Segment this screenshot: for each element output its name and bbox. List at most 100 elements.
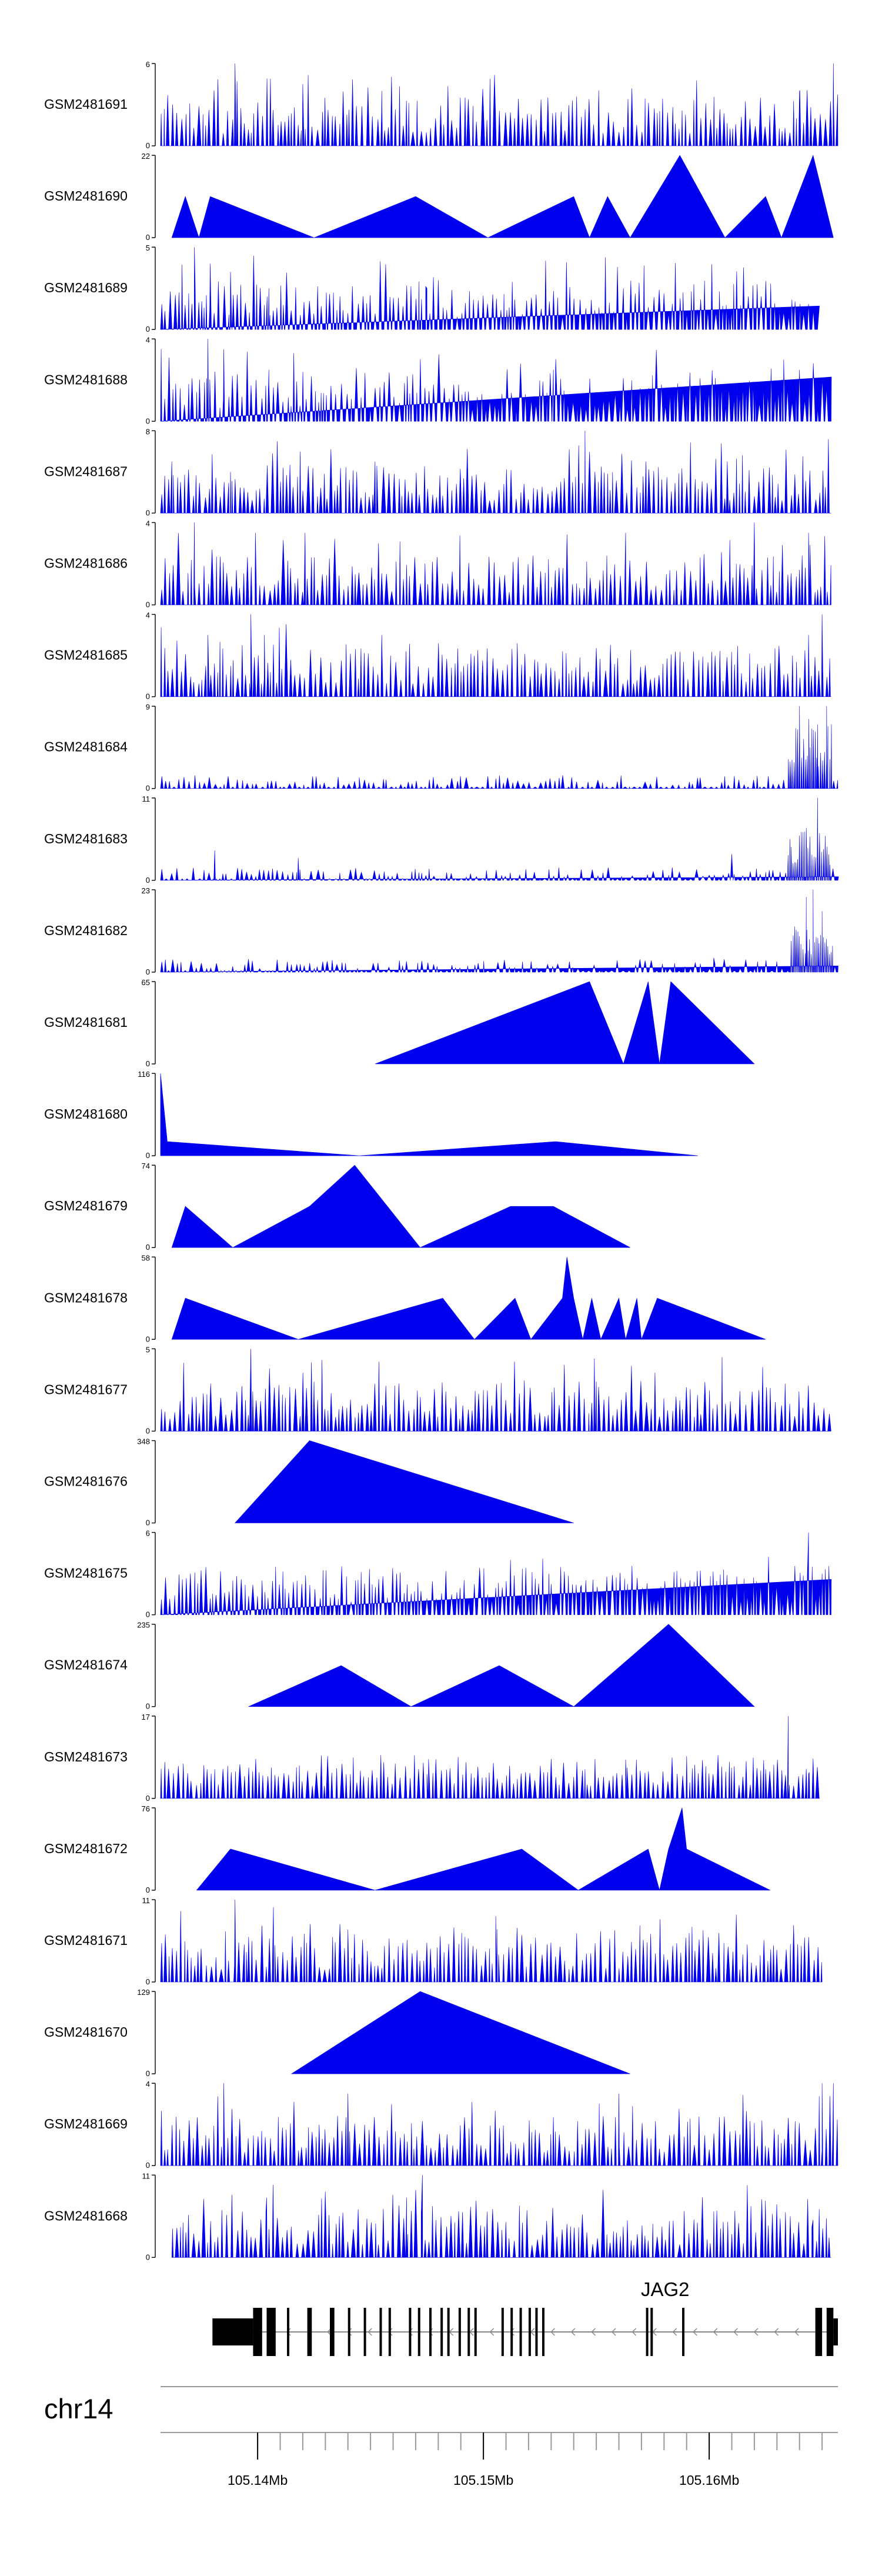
track-GSM2481684: GSM2481684 9 0 (44, 703, 838, 793)
exon-block (458, 2308, 461, 2356)
track-label: GSM2481674 (44, 1657, 128, 1673)
strand-chevron (733, 2328, 738, 2336)
y-tick-max-label: 129 (137, 1988, 150, 1997)
exon-block (826, 2308, 834, 2356)
exon-block (287, 2308, 290, 2356)
track-GSM2481678: GSM2481678 58 0 (44, 1253, 766, 1343)
exon-block (646, 2308, 649, 2356)
exon-block (212, 2318, 253, 2345)
exon-block (501, 2308, 504, 2356)
exon-block (474, 2308, 477, 2356)
coverage-tracks: GSM248169160GSM2481690220GSM248168950GSM… (44, 60, 839, 2261)
coverage-area (160, 1532, 832, 1615)
exon-block (379, 2308, 382, 2356)
y-tick-zero-label: 0 (146, 141, 150, 150)
y-tick-max-label: 11 (142, 2171, 151, 2180)
y-tick-zero-label: 0 (146, 1334, 150, 1343)
y-tick-zero-label: 0 (146, 784, 150, 793)
y-tick-zero-label: 0 (146, 1426, 150, 1435)
track-GSM2481689: GSM2481689 5 0 (44, 243, 820, 333)
y-tick-max-label: 23 (142, 886, 150, 895)
track-GSM2481679: GSM2481679 74 0 (44, 1162, 630, 1252)
y-tick-zero-label: 0 (146, 1886, 150, 1894)
strand-chevron (794, 2328, 799, 2336)
coverage-area (248, 1624, 755, 1707)
y-tick-zero-label: 0 (146, 1243, 150, 1252)
track-label: GSM2481686 (44, 556, 128, 571)
coverage-area (160, 1349, 831, 1432)
y-tick-max-label: 17 (142, 1713, 150, 1721)
y-tick-zero-label: 0 (146, 508, 150, 517)
coverage-area (196, 1807, 770, 1891)
coverage-area (290, 1991, 630, 2074)
strand-chevron (753, 2328, 759, 2336)
coverage-area (160, 339, 832, 422)
y-tick-max-label: 235 (137, 1621, 150, 1630)
exon-block (440, 2308, 443, 2356)
strand-chevron (489, 2328, 495, 2336)
strand-chevron (570, 2328, 576, 2336)
track-label: GSM2481680 (44, 1106, 128, 1122)
axis-tick-label: 105.14Mb (228, 2472, 288, 2488)
track-label: GSM2481679 (44, 1198, 128, 1213)
strand-chevron (550, 2328, 555, 2336)
coverage-area (171, 155, 834, 239)
coverage-area (160, 2083, 838, 2166)
axis-tick-label: 105.15Mb (453, 2472, 513, 2488)
y-tick-max-label: 348 (137, 1437, 150, 1446)
y-tick-max-label: 58 (142, 1253, 150, 1262)
track-label: GSM2481687 (44, 463, 128, 479)
y-tick-max-label: 4 (146, 2080, 150, 2088)
exon-block (510, 2308, 513, 2356)
track-label: GSM2481688 (44, 372, 128, 387)
strand-chevron (632, 2328, 637, 2336)
exon-block (409, 2308, 412, 2356)
y-tick-zero-label: 0 (146, 1794, 150, 1803)
y-tick-max-label: 4 (146, 335, 150, 344)
y-tick-max-label: 11 (142, 795, 151, 803)
exon-block (528, 2308, 531, 2356)
track-label: GSM2481682 (44, 923, 128, 938)
exon-block (650, 2308, 653, 2356)
track-GSM2481680: GSM2481680 116 0 (44, 1070, 698, 1160)
coverage-area (160, 63, 838, 146)
strand-chevron (713, 2328, 718, 2336)
y-tick-max-label: 116 (138, 1070, 150, 1079)
track-label: GSM2481690 (44, 188, 128, 203)
y-tick-zero-label: 0 (146, 1702, 150, 1711)
exon-block (833, 2318, 838, 2345)
y-tick-zero-label: 0 (146, 876, 150, 885)
y-tick-max-label: 65 (142, 978, 150, 987)
coverage-area (160, 247, 820, 330)
y-tick-zero-label: 0 (146, 600, 150, 609)
chromosome-ideogram: chr14 (44, 2386, 838, 2424)
coverage-area (171, 1257, 766, 1340)
coverage-area (160, 1716, 820, 1799)
track-GSM2481685: GSM2481685 4 0 (44, 611, 831, 701)
strand-chevron (611, 2328, 616, 2336)
track-GSM2481668: GSM2481668 11 0 (44, 2171, 831, 2261)
track-GSM2481681: GSM2481681 65 0 (44, 978, 755, 1068)
track-GSM2481686: GSM2481686 4 0 (44, 519, 831, 609)
coverage-area (235, 1440, 574, 1523)
track-label: GSM2481676 (44, 1474, 128, 1489)
exon-block (253, 2308, 262, 2356)
y-tick-zero-label: 0 (146, 1151, 150, 1160)
track-label: GSM2481668 (44, 2208, 128, 2223)
track-label: GSM2481675 (44, 1566, 128, 1581)
track-GSM2481687: GSM2481687 8 0 (44, 427, 831, 517)
exon-block (330, 2308, 335, 2356)
y-tick-zero-label: 0 (146, 692, 150, 701)
y-tick-zero-label: 0 (146, 2161, 150, 2170)
exon-block (519, 2308, 522, 2356)
track-label: GSM2481669 (44, 2116, 128, 2131)
y-tick-zero-label: 0 (146, 1519, 150, 1527)
track-label: GSM2481689 (44, 280, 128, 295)
y-tick-max-label: 11 (142, 1896, 151, 1905)
coverage-area (160, 614, 831, 697)
track-label: GSM2481681 (44, 1015, 128, 1030)
y-tick-max-label: 5 (146, 1345, 150, 1354)
exon-block (467, 2308, 470, 2356)
coverage-area (160, 889, 838, 973)
